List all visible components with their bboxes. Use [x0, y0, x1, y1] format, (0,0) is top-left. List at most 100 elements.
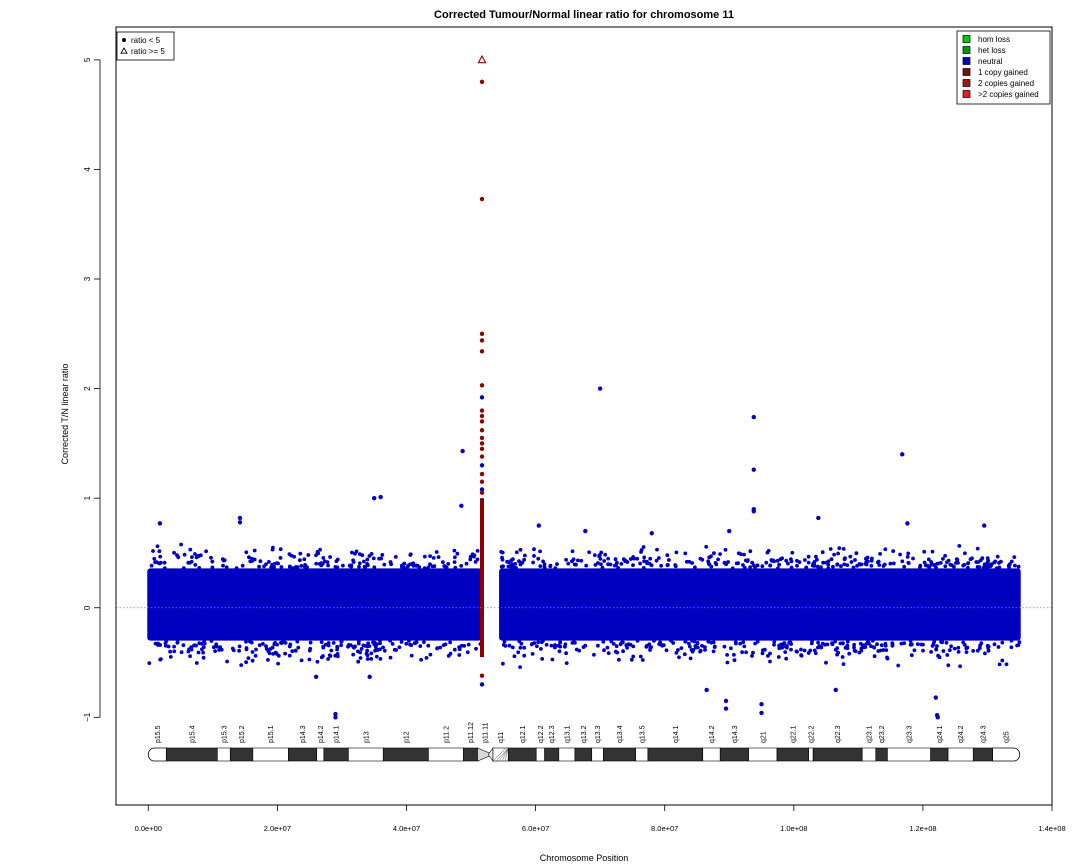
- ideogram-band-label: q11: [498, 732, 505, 743]
- data-point: [230, 646, 235, 651]
- data-point: [606, 556, 610, 561]
- data-point: [841, 662, 846, 666]
- data-point: [614, 644, 619, 649]
- y-tick-label: 4: [83, 167, 92, 172]
- density-band-1: [147, 568, 482, 641]
- data-point: [966, 561, 971, 565]
- data-point: [540, 657, 545, 661]
- data-point: [426, 643, 431, 648]
- data-point: [941, 649, 946, 653]
- data-point: [237, 515, 243, 521]
- data-point: [759, 701, 764, 707]
- data-point: [287, 644, 292, 649]
- data-point: [244, 550, 249, 555]
- data-point: [149, 563, 154, 568]
- data-point: [364, 651, 369, 656]
- data-point: [614, 563, 618, 567]
- data-point: [665, 563, 670, 568]
- data-point: [479, 490, 485, 495]
- data-point: [331, 641, 336, 645]
- data-point: [641, 566, 646, 570]
- data-point: [606, 651, 611, 655]
- data-point: [522, 653, 527, 658]
- data-point: [315, 659, 320, 664]
- ideogram-band: [428, 747, 464, 762]
- data-point: [298, 558, 302, 563]
- data-point: [282, 640, 286, 644]
- data-point: [326, 657, 330, 661]
- data-point: [159, 657, 163, 661]
- data-point: [824, 560, 828, 565]
- data-point: [816, 515, 821, 521]
- data-point: [168, 655, 173, 659]
- data-point: [222, 558, 227, 562]
- data-point: [365, 657, 370, 661]
- data-point: [237, 644, 242, 649]
- data-point: [948, 562, 953, 567]
- ideogram-band-label: q13.1: [564, 725, 571, 743]
- data-point: [373, 648, 377, 653]
- data-point: [732, 652, 736, 657]
- data-point: [394, 648, 398, 652]
- data-point: [938, 561, 943, 565]
- data-point: [436, 555, 441, 559]
- data-point: [762, 647, 767, 652]
- ideogram-band-label: q12.1: [520, 725, 527, 743]
- data-point: [188, 654, 193, 659]
- ideogram-band: [544, 747, 560, 762]
- data-point: [996, 645, 1001, 649]
- data-point: [275, 642, 279, 647]
- data-point: [201, 650, 206, 655]
- data-point: [601, 639, 606, 644]
- data-point: [250, 650, 255, 654]
- data-point: [518, 562, 523, 567]
- data-point: [514, 566, 518, 570]
- data-point: [695, 641, 700, 646]
- data-point: [372, 495, 377, 501]
- x-tick-label: 1.2e+08: [909, 824, 936, 833]
- data-point: [479, 463, 485, 468]
- data-point: [667, 558, 671, 562]
- data-point: [511, 557, 515, 561]
- data-point: [564, 557, 568, 562]
- ideogram-band: [647, 747, 704, 762]
- data-point: [776, 655, 781, 659]
- data-point: [611, 642, 616, 646]
- data-point: [378, 657, 383, 661]
- data-point: [422, 640, 426, 644]
- data-point: [816, 640, 820, 645]
- data-point: [246, 656, 251, 660]
- legend-status-box: [956, 30, 1051, 105]
- data-point: [833, 687, 838, 693]
- data-point: [157, 521, 163, 526]
- data-point: [751, 563, 756, 568]
- data-point: [378, 647, 382, 652]
- data-point: [308, 640, 313, 645]
- data-point: [197, 566, 202, 570]
- data-point: [268, 647, 273, 651]
- ideogram-band: [229, 747, 254, 762]
- data-point: [443, 642, 448, 647]
- data-point: [308, 646, 313, 651]
- data-point: [479, 682, 485, 687]
- data-point: [358, 656, 363, 660]
- data-point: [784, 656, 789, 661]
- data-point: [514, 550, 519, 555]
- data-point: [921, 648, 925, 653]
- data-point: [219, 647, 224, 652]
- data-point: [293, 648, 298, 653]
- data-point: [709, 554, 713, 559]
- data-point: [536, 640, 541, 645]
- data-point: [306, 553, 311, 557]
- data-point: [523, 553, 527, 558]
- data-point: [424, 656, 429, 660]
- data-point: [358, 650, 362, 655]
- data-point: [905, 521, 910, 526]
- data-point: [857, 562, 862, 566]
- ideogram-band-label: q24.3: [980, 725, 987, 743]
- ideogram-band-label: q25: [1004, 731, 1011, 743]
- data-point: [849, 560, 854, 564]
- data-point: [830, 641, 834, 646]
- data-point: [517, 559, 521, 564]
- data-point: [658, 640, 663, 645]
